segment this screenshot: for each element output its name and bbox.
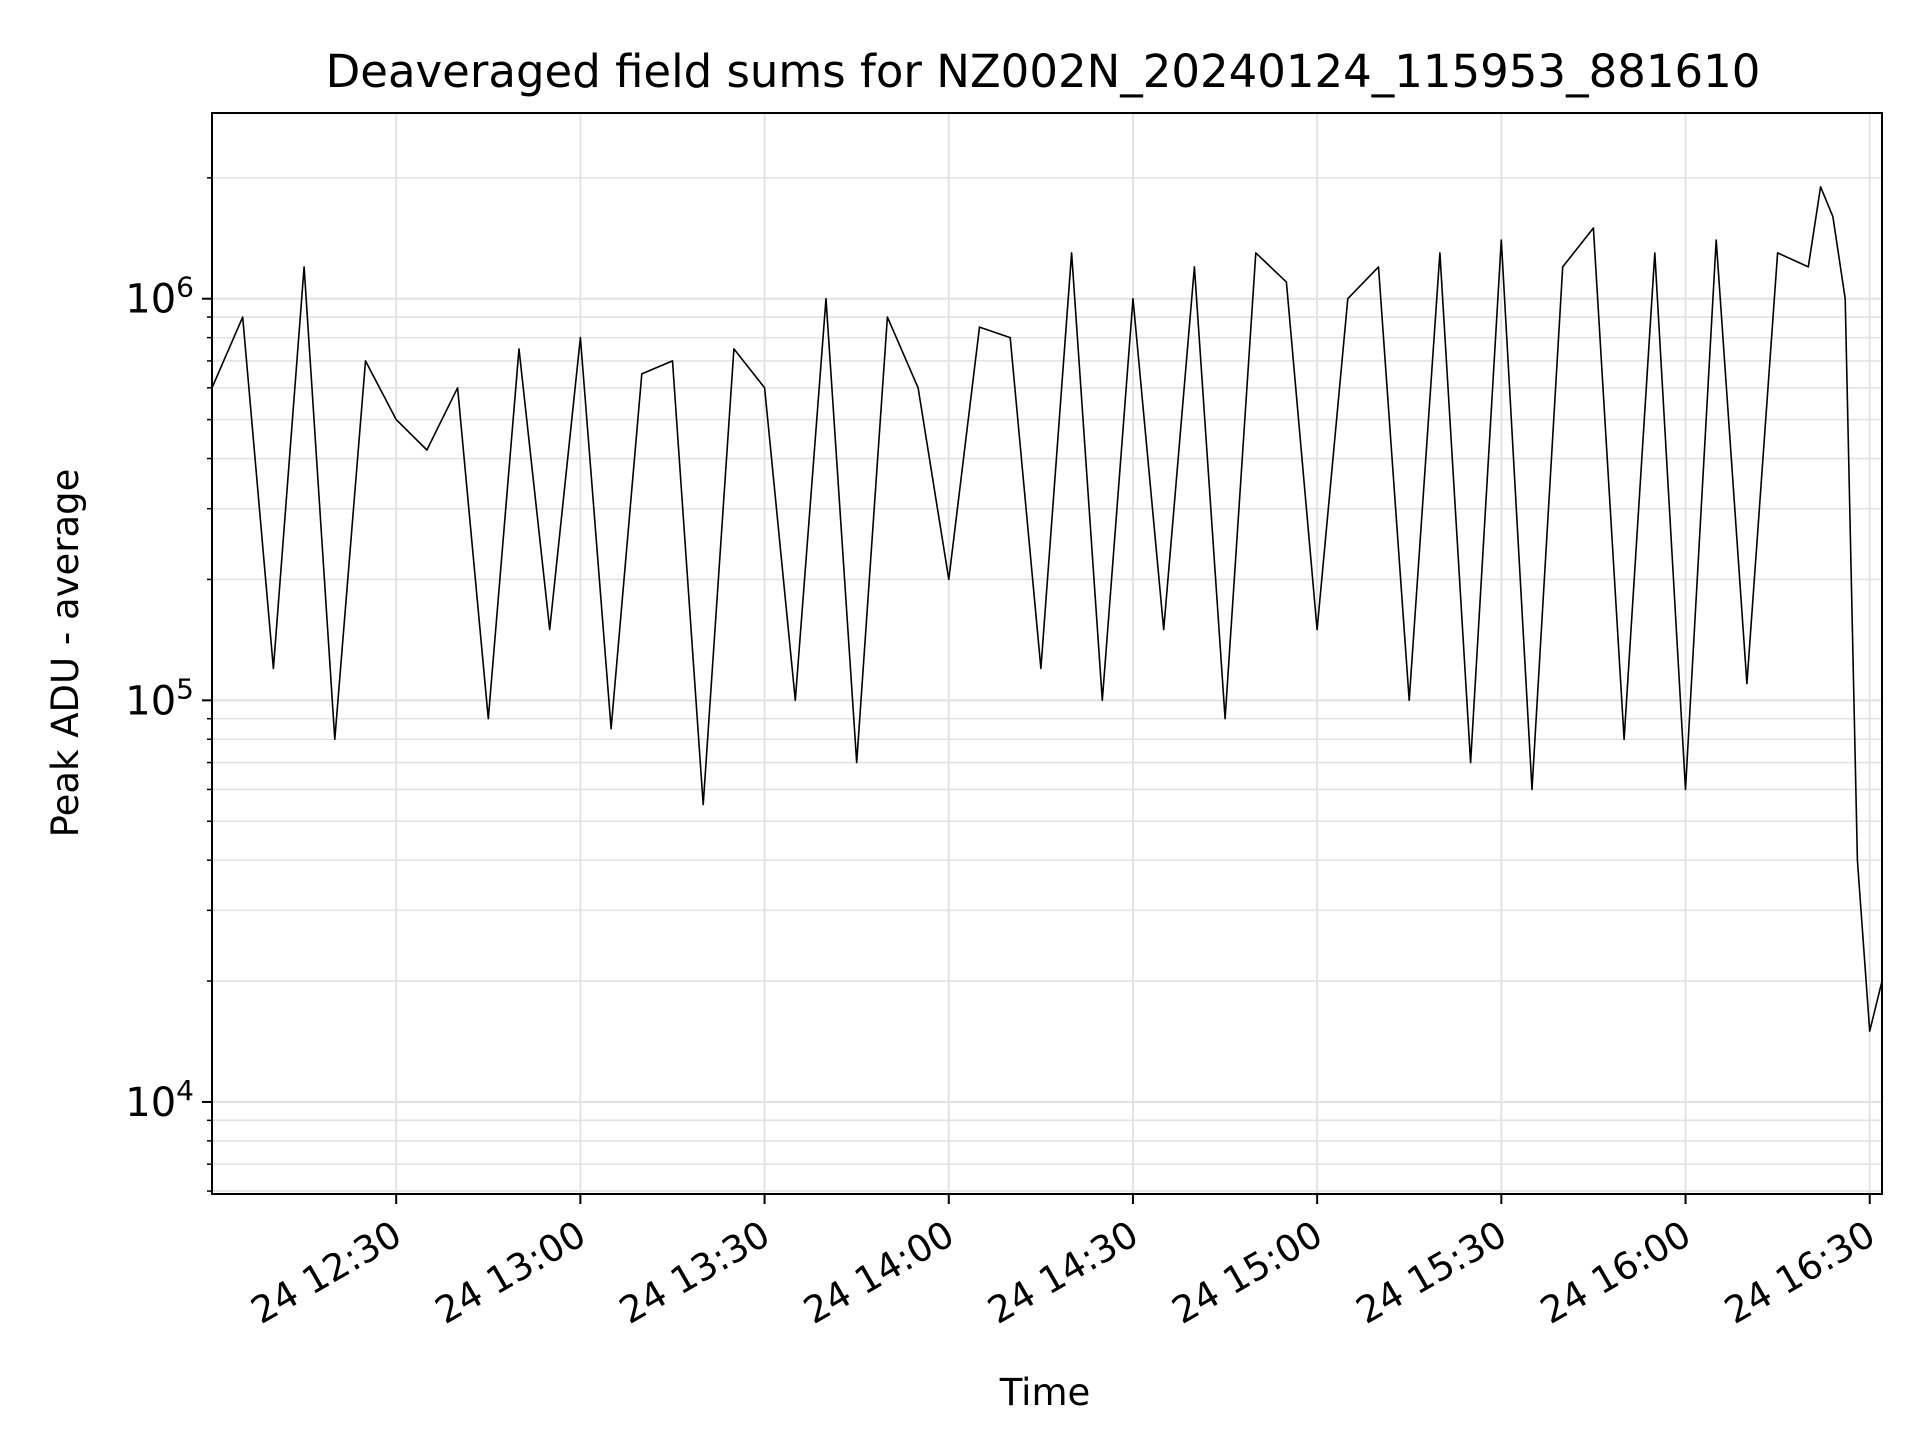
x-tick-label: 24 14:30 — [981, 1213, 1146, 1333]
y-tick-label: 104 — [125, 1074, 194, 1126]
y-axis-ticks: 104 105 106 — [125, 177, 212, 1192]
x-tick-label: 24 13:30 — [612, 1213, 777, 1333]
x-tick-label: 24 12:30 — [244, 1213, 409, 1333]
x-tick-label: 24 16:00 — [1533, 1213, 1698, 1333]
plot-frame — [211, 112, 1883, 1195]
x-tick-label: 24 16:30 — [1717, 1213, 1882, 1333]
x-tick-label: 24 15:00 — [1165, 1213, 1330, 1333]
x-axis-label: Time — [999, 1371, 1091, 1414]
x-axis-ticks: 24 12:30 24 13:00 24 13:30 24 14:00 24 14:30… — [244, 1194, 1882, 1333]
grid — [212, 113, 1882, 1194]
x-tick-label: 24 14:00 — [796, 1213, 961, 1333]
y-axis-label: Peak ADU - average — [44, 469, 87, 838]
x-tick-label: 24 15:30 — [1349, 1213, 1514, 1333]
y-tick-label: 106 — [125, 271, 194, 323]
data-series-line — [211, 186, 1883, 1032]
data-line-layer — [211, 186, 1883, 1032]
y-tick-label: 105 — [125, 672, 194, 724]
x-tick-label: 24 13:00 — [428, 1213, 593, 1333]
chart-title: Deaveraged field sums for NZ002N_2024012… — [326, 45, 1761, 98]
